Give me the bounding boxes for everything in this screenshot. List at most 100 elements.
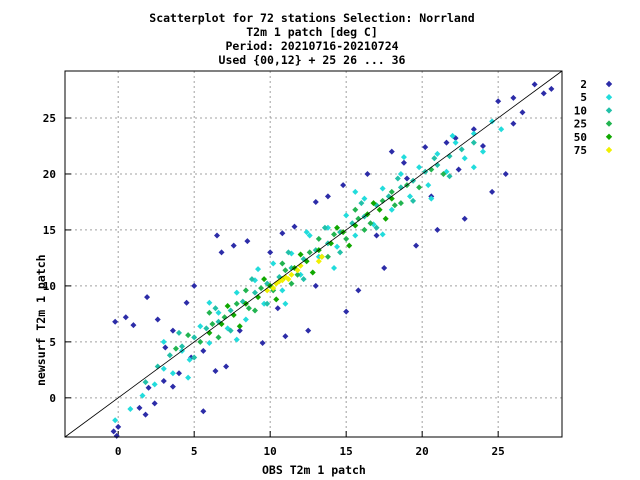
data-point-25 <box>279 260 286 267</box>
y-tick-label: 5 <box>49 336 56 349</box>
data-point-5 <box>428 195 435 202</box>
grid-lines <box>65 71 562 437</box>
data-point-75 <box>294 267 301 274</box>
data-point-50 <box>261 276 268 283</box>
data-point-2 <box>470 126 477 133</box>
data-point-75 <box>318 253 325 260</box>
data-point-5 <box>361 195 368 202</box>
data-point-2 <box>305 327 312 334</box>
data-point-2 <box>413 242 420 249</box>
data-point-25 <box>245 305 252 312</box>
data-point-2 <box>274 305 281 312</box>
data-point-2 <box>142 411 149 418</box>
data-point-50 <box>309 269 316 276</box>
x-tick-label: 10 <box>264 445 277 458</box>
data-point-5 <box>215 309 222 316</box>
data-point-5 <box>343 212 350 219</box>
y-tick-label: 0 <box>49 392 56 405</box>
data-point-25 <box>172 345 179 352</box>
data-point-5 <box>160 365 167 372</box>
data-point-2 <box>373 232 380 239</box>
data-point-2 <box>489 188 496 195</box>
data-point-50 <box>334 224 341 231</box>
data-point-2 <box>400 159 407 166</box>
data-point-25 <box>343 235 350 242</box>
data-point-25 <box>352 206 359 213</box>
data-point-5 <box>315 253 322 260</box>
data-point-2 <box>422 144 429 151</box>
data-point-2 <box>151 400 158 407</box>
data-point-2 <box>115 423 122 430</box>
data-point-10 <box>166 352 173 359</box>
data-point-75 <box>288 271 295 278</box>
data-point-5 <box>279 287 286 294</box>
data-point-5 <box>425 182 432 189</box>
data-point-2 <box>461 215 468 222</box>
data-point-5 <box>261 300 268 307</box>
data-points <box>110 81 555 439</box>
data-point-2 <box>136 404 143 411</box>
data-point-2 <box>154 316 161 323</box>
data-point-50 <box>224 303 231 310</box>
data-point-5 <box>297 271 304 278</box>
title-line-1: Scatterplot for 72 stations Selection: N… <box>149 11 475 25</box>
data-point-50 <box>297 251 304 258</box>
data-point-2 <box>200 408 207 415</box>
data-point-25 <box>440 170 447 177</box>
data-point-2 <box>531 81 538 88</box>
data-point-5 <box>470 164 477 171</box>
data-point-2 <box>259 339 266 346</box>
y-axis-label: newsurf T2m 1 patch <box>34 254 48 386</box>
data-point-2 <box>162 344 169 351</box>
y-tick-label: 20 <box>43 168 56 181</box>
legend-marker-10 <box>605 107 613 114</box>
data-point-50 <box>376 206 383 213</box>
legend-marker-2 <box>605 80 613 88</box>
data-point-10 <box>431 155 438 162</box>
data-point-2 <box>312 282 319 289</box>
data-point-25 <box>324 253 331 260</box>
data-point-2 <box>169 383 176 390</box>
x-axis-label: OBS T2m 1 patch <box>262 463 366 477</box>
data-point-5 <box>416 164 423 171</box>
data-point-2 <box>144 294 151 301</box>
legend-marker-75 <box>605 146 613 154</box>
data-point-5 <box>352 232 359 239</box>
data-point-5 <box>186 356 193 363</box>
legend-marker-50 <box>605 133 613 140</box>
data-point-25 <box>361 226 368 233</box>
data-point-2 <box>244 238 251 245</box>
data-point-2 <box>236 327 243 334</box>
data-point-5 <box>112 417 119 424</box>
data-point-10 <box>212 305 219 312</box>
data-point-25 <box>397 200 404 207</box>
data-point-25 <box>288 280 295 287</box>
data-point-50 <box>370 200 377 207</box>
data-point-2 <box>540 90 547 97</box>
data-point-2 <box>340 182 347 189</box>
data-point-2 <box>510 120 517 127</box>
data-point-5 <box>270 260 277 267</box>
data-point-75 <box>270 285 277 292</box>
data-point-2 <box>443 139 450 146</box>
data-point-2 <box>218 249 225 256</box>
data-point-2 <box>113 432 120 439</box>
data-point-50 <box>273 296 280 303</box>
data-point-2 <box>279 230 286 237</box>
axis-ticks: 0 5 10 15 20 25 0 5 10 15 20 25 <box>43 112 505 458</box>
data-point-10 <box>248 276 255 283</box>
data-point-2 <box>403 175 410 182</box>
data-point-5 <box>255 266 262 273</box>
data-point-2 <box>502 170 509 177</box>
data-point-5 <box>127 406 134 413</box>
data-point-10 <box>410 197 417 204</box>
data-point-75 <box>315 258 322 265</box>
x-tick-label: 0 <box>115 445 122 458</box>
data-point-10 <box>394 175 401 182</box>
data-point-5 <box>449 132 456 139</box>
data-point-25 <box>206 309 213 316</box>
data-point-10 <box>191 334 198 341</box>
y-tick-label: 25 <box>43 112 56 125</box>
